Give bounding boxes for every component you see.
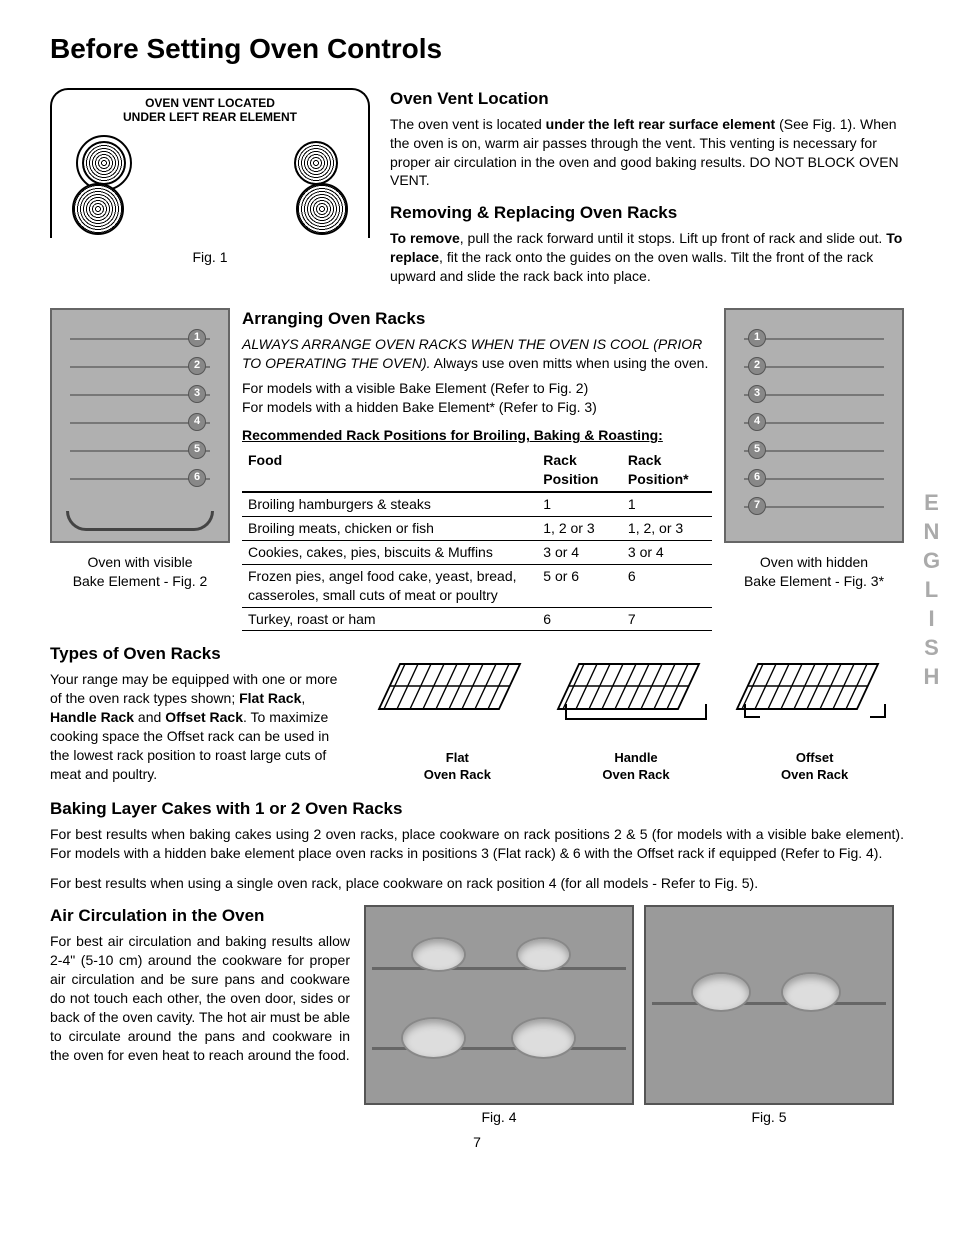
table-cell: 1, 2 or 3 — [537, 516, 622, 540]
rack-number: 5 — [748, 441, 766, 459]
air-heading: Air Circulation in the Oven — [50, 905, 350, 928]
rack-number: 2 — [748, 357, 766, 375]
arranging-heading: Arranging Oven Racks — [242, 308, 712, 331]
page-number: 7 — [50, 1133, 904, 1152]
rack-label: OffsetOven Rack — [735, 749, 895, 784]
fig1-label1: OVEN VENT LOCATED — [60, 96, 360, 110]
fig3-caption: Oven with hiddenBake Element - Fig. 3* — [724, 553, 904, 591]
fig4-caption: Fig. 4 — [481, 1108, 516, 1127]
baking-p2: For best results when using a single ove… — [50, 874, 904, 893]
air-body: For best air circulation and baking resu… — [50, 932, 350, 1064]
table-cell: Broiling hamburgers & steaks — [242, 492, 537, 516]
oven-vent-heading: Oven Vent Location — [390, 88, 904, 111]
table-row: Turkey, roast or ham67 — [242, 607, 712, 631]
table-cell: 1, 2, or 3 — [622, 516, 712, 540]
fig1-label2: UNDER LEFT REAR ELEMENT — [60, 110, 360, 124]
stove-surface — [60, 131, 360, 226]
oven-diagram-visible: 1 2 3 4 5 6 — [50, 308, 230, 543]
types-body: Your range may be equipped with one or m… — [50, 670, 350, 783]
removing-body: To remove, pull the rack forward until i… — [390, 229, 904, 286]
table-cell: 6 — [537, 607, 622, 631]
language-tag: ENGLISH — [916, 490, 946, 693]
rack-number: 6 — [188, 469, 206, 487]
types-heading: Types of Oven Racks — [50, 643, 350, 666]
figure-5-photo — [644, 905, 894, 1105]
table-cell: 7 — [622, 607, 712, 631]
rack-number: 5 — [188, 441, 206, 459]
rack-number: 1 — [188, 329, 206, 347]
top-row: OVEN VENT LOCATED UNDER LEFT REAR ELEMEN… — [50, 88, 904, 298]
bake-element-icon — [66, 511, 214, 531]
table-row: Broiling meats, chicken or fish1, 2 or 3… — [242, 516, 712, 540]
page-title: Before Setting Oven Controls — [50, 30, 904, 68]
table-cell: 3 or 4 — [537, 540, 622, 564]
rack-number: 2 — [188, 357, 206, 375]
fig1-caption: Fig. 1 — [50, 248, 370, 267]
removing-heading: Removing & Replacing Oven Racks — [390, 202, 904, 225]
table-cell: Broiling meats, chicken or fish — [242, 516, 537, 540]
figures-4-5: Fig. 4 Fig. 5 — [364, 905, 904, 1127]
table-title: Recommended Rack Positions for Broiling,… — [242, 426, 712, 445]
rack-number: 1 — [748, 329, 766, 347]
rack-number: 6 — [748, 469, 766, 487]
oven-diagram-hidden: 1 2 3 4 5 6 7 — [724, 308, 904, 543]
table-header: Rack Position* — [622, 449, 712, 492]
rack-number: 3 — [188, 385, 206, 403]
rack-icon — [735, 649, 895, 744]
types-row: Types of Oven Racks Your range may be eq… — [50, 643, 904, 783]
burner-icon — [294, 141, 338, 185]
rack-icon — [377, 649, 537, 744]
figure-1: OVEN VENT LOCATED UNDER LEFT REAR ELEMEN… — [50, 88, 370, 298]
table-row: Cookies, cakes, pies, biscuits & Muffins… — [242, 540, 712, 564]
table-header: Food — [242, 449, 537, 492]
table-header: Rack Position — [537, 449, 622, 492]
table-cell: 5 or 6 — [537, 564, 622, 607]
table-cell: 6 — [622, 564, 712, 607]
rack-type-item: FlatOven Rack — [377, 649, 537, 784]
air-row: Air Circulation in the Oven For best air… — [50, 905, 904, 1127]
rack-type-item: HandleOven Rack — [556, 649, 716, 784]
burner-icon — [296, 183, 348, 235]
table-row: Broiling hamburgers & steaks11 — [242, 492, 712, 516]
rack-icon — [556, 649, 716, 744]
figure-2: 1 2 3 4 5 6 Oven with visibleBake Element - F… — [50, 308, 230, 632]
burner-icon — [82, 141, 126, 185]
fig2-caption: Oven with visibleBake Element - Fig. 2 — [50, 553, 230, 591]
table-cell: Turkey, roast or ham — [242, 607, 537, 631]
arranging-column: Arranging Oven Racks ALWAYS ARRANGE OVEN… — [242, 308, 712, 632]
rack-position-table: FoodRack PositionRack Position* Broiling… — [242, 449, 712, 631]
top-text-column: Oven Vent Location The oven vent is loca… — [390, 88, 904, 298]
table-cell: 3 or 4 — [622, 540, 712, 564]
burner-icon — [72, 183, 124, 235]
table-cell: Cookies, cakes, pies, biscuits & Muffins — [242, 540, 537, 564]
figure-3: 1 2 3 4 5 6 7 Oven with hiddenBake Element - F… — [724, 308, 904, 632]
arranging-body: ALWAYS ARRANGE OVEN RACKS WHEN THE OVEN … — [242, 335, 712, 373]
oven-vent-body: The oven vent is located under the left … — [390, 115, 904, 191]
rack-number: 3 — [748, 385, 766, 403]
table-cell: 1 — [622, 492, 712, 516]
rack-label: HandleOven Rack — [556, 749, 716, 784]
rack-number: 4 — [188, 413, 206, 431]
middle-row: 1 2 3 4 5 6 Oven with visibleBake Element - F… — [50, 308, 904, 632]
rack-label: FlatOven Rack — [377, 749, 537, 784]
baking-section: Baking Layer Cakes with 1 or 2 Oven Rack… — [50, 798, 904, 894]
model-refs: For models with a visible Bake Element (… — [242, 379, 712, 417]
rack-type-figures: FlatOven Rack HandleOven Rack OffsetOven… — [368, 643, 904, 783]
baking-heading: Baking Layer Cakes with 1 or 2 Oven Rack… — [50, 798, 904, 821]
rack-type-item: OffsetOven Rack — [735, 649, 895, 784]
baking-p1: For best results when baking cakes using… — [50, 825, 904, 863]
fig5-caption: Fig. 5 — [751, 1108, 786, 1127]
table-row: Frozen pies, angel food cake, yeast, bre… — [242, 564, 712, 607]
table-cell: 1 — [537, 492, 622, 516]
rack-number: 4 — [748, 413, 766, 431]
figure-4-photo — [364, 905, 634, 1105]
stovetop-diagram: OVEN VENT LOCATED UNDER LEFT REAR ELEMEN… — [50, 88, 370, 238]
air-text: Air Circulation in the Oven For best air… — [50, 905, 350, 1127]
table-cell: Frozen pies, angel food cake, yeast, bre… — [242, 564, 537, 607]
types-text: Types of Oven Racks Your range may be eq… — [50, 643, 350, 783]
rack-number: 7 — [748, 497, 766, 515]
